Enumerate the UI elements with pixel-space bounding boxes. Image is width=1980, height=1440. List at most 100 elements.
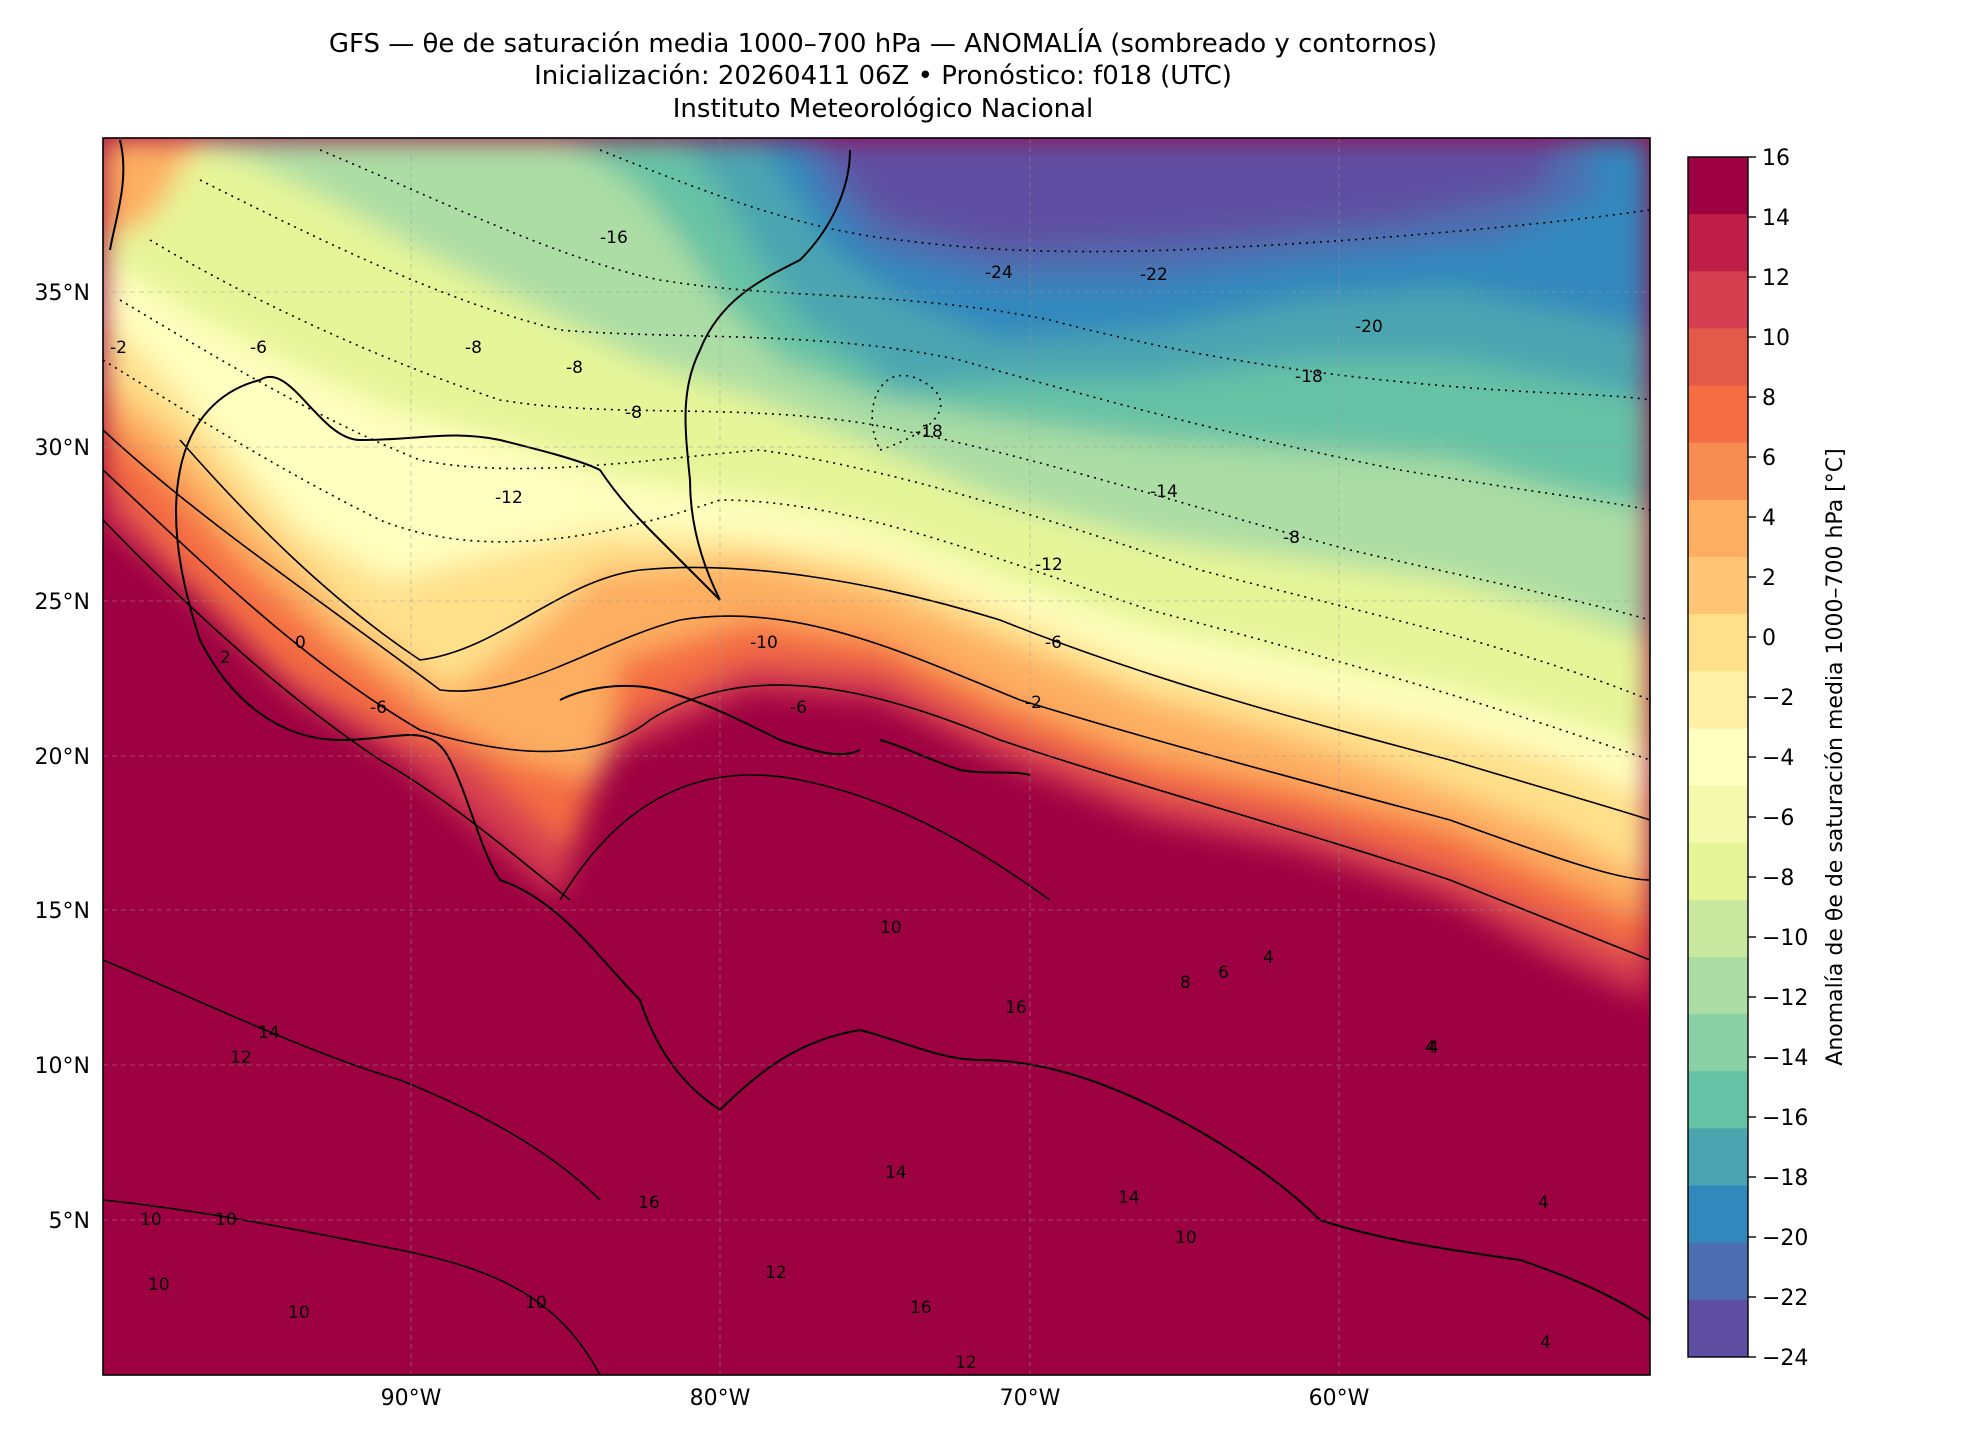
lat-tick: 25°N [35, 590, 90, 615]
contour-lines [103, 429, 1650, 1375]
colorbar-tick-label: 8 [1762, 386, 1776, 411]
chart-title: GFS — θe de saturación media 1000–700 hP… [328, 29, 1438, 59]
contour-label: 14 [1118, 1188, 1140, 1208]
colorbar-tick-label: 10 [1762, 326, 1790, 351]
colorbar-tick-label: −20 [1762, 1226, 1808, 1251]
colorbar-tick-label: 0 [1762, 626, 1776, 651]
contour-label: 10 [525, 1293, 547, 1313]
gridlines [103, 138, 1650, 1375]
contour-label: 2 [220, 648, 231, 668]
contour-label: 4 [1428, 1038, 1439, 1058]
colorbar-tick-label: 16 [1762, 146, 1790, 171]
colorbar-tick-label: −2 [1762, 686, 1794, 711]
contour-label: 10 [880, 918, 902, 938]
colorbar-swatch [1688, 1185, 1748, 1244]
contour-label: -16 [600, 228, 628, 248]
contour-label: -2 [110, 338, 127, 358]
contour-label: -18 [1295, 367, 1323, 387]
colorbar-ticks: 16 14 12 10 8 6 4 2 0 −2 −4 −6 −8 −10 −12 −14 −16 −18 −20 −… [1748, 146, 1808, 1371]
lon-tick: 90°W [381, 1386, 442, 1411]
contour-label: -6 [790, 698, 807, 718]
contour-label: 10 [288, 1303, 310, 1323]
lat-tick: 20°N [35, 745, 90, 770]
colorbar-swatch [1688, 499, 1748, 558]
colorbar-swatch [1688, 785, 1748, 844]
contour-label: 16 [638, 1193, 660, 1213]
contour-label: 12 [765, 1263, 787, 1283]
colorbar-tick-label: 6 [1762, 446, 1776, 471]
colorbar-swatch [1688, 1071, 1748, 1129]
map-frame [102, 137, 1651, 1376]
contour-label: -6 [370, 698, 387, 718]
colorbar-swatch [1688, 271, 1748, 329]
colorbar [1688, 157, 1748, 1358]
colorbar-swatch [1688, 1014, 1748, 1072]
colorbar-tick-label: −6 [1762, 806, 1794, 831]
contour-label: 14 [258, 1023, 280, 1043]
longitude-ticks: 90°W 80°W 70°W 60°W [381, 1386, 1370, 1411]
contour-label: -12 [1035, 555, 1063, 575]
coastlines [109, 139, 1650, 1321]
colorbar-swatch [1688, 671, 1748, 729]
colorbar-swatch [1688, 157, 1748, 215]
colorbar-tick-label: −18 [1762, 1166, 1808, 1191]
contour-label: 10 [215, 1210, 237, 1230]
contour-label: -8 [1283, 528, 1300, 548]
lat-tick: 35°N [35, 281, 90, 306]
colorbar-tick-label: 4 [1762, 506, 1776, 531]
colorbar-tick-label: 12 [1762, 266, 1790, 291]
contour-label: 14 [885, 1163, 907, 1183]
anomaly-field [103, 138, 1650, 1375]
contour-label: -18 [915, 422, 943, 442]
colorbar-label: Anomalía de θe de saturación media 1000–… [1823, 448, 1848, 1065]
colorbar-swatch [1688, 614, 1748, 672]
contour-label: -8 [465, 338, 482, 358]
contour-label: -24 [985, 263, 1013, 283]
negative-contour-lines [103, 149, 1650, 761]
contour-label: 4 [1538, 1193, 1549, 1213]
colorbar-swatch [1688, 1128, 1748, 1187]
contour-label: -6 [1045, 633, 1062, 653]
contour-label: -8 [625, 403, 642, 423]
colorbar-tick-label: −12 [1762, 986, 1808, 1011]
lat-tick: 5°N [49, 1209, 90, 1234]
lat-tick: 15°N [35, 899, 90, 924]
contour-label: -22 [1140, 265, 1168, 285]
contour-label: 6 [1218, 963, 1229, 983]
colorbar-tick-label: −10 [1762, 926, 1808, 951]
chart-subtitle-init: Inicialización: 20260411 06Z • Pronóstic… [534, 61, 1232, 91]
contour-label: 10 [1175, 1228, 1197, 1248]
colorbar-swatch [1688, 957, 1748, 1015]
colorbar-swatch [1688, 385, 1748, 444]
contour-label: 4 [1425, 1038, 1436, 1058]
contour-label: -2 [1025, 693, 1042, 713]
lat-tick: 30°N [35, 436, 90, 461]
contour-label: 8 [1180, 973, 1191, 993]
contour-label: 10 [140, 1210, 162, 1230]
contour-label: -8 [566, 358, 583, 378]
colorbar-tick-label: −14 [1762, 1046, 1808, 1071]
contour-label: 16 [1005, 998, 1027, 1018]
colorbar-tick-label: −22 [1762, 1286, 1808, 1311]
contour-label: 12 [230, 1048, 252, 1068]
colorbar-swatch [1688, 557, 1748, 615]
colorbar-tick-label: 2 [1762, 566, 1776, 591]
contour-label: -10 [750, 633, 778, 653]
contour-label: 4 [1540, 1333, 1551, 1353]
lat-tick: 10°N [35, 1054, 90, 1079]
colorbar-swatch [1688, 1299, 1748, 1358]
colorbar-swatch [1688, 442, 1748, 501]
colorbar-swatch [1688, 899, 1748, 958]
contour-label: -6 [250, 338, 267, 358]
colorbar-tick-label: −4 [1762, 746, 1794, 771]
contour-label: -20 [1355, 317, 1383, 337]
contour-label: 0 [295, 633, 306, 653]
contour-label: -14 [1150, 482, 1178, 502]
contour-label: -12 [495, 488, 523, 508]
latitude-ticks: 35°N 30°N 25°N 20°N 15°N 10°N 5°N [35, 281, 90, 1234]
lon-tick: 60°W [1309, 1386, 1370, 1411]
colorbar-swatch [1688, 1242, 1748, 1301]
colorbar-swatch [1688, 214, 1748, 272]
contour-labels: -16 -24 -22 -20 -18 -18 -14 -12 -8 -6 -8… [110, 228, 1551, 1373]
